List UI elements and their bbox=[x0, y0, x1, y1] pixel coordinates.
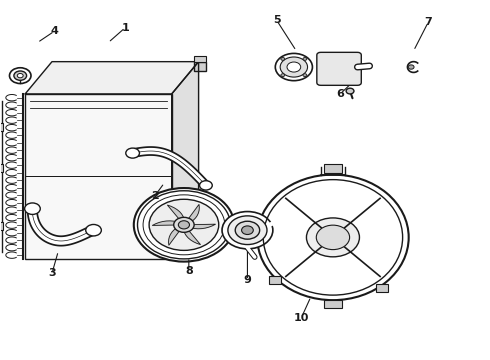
Polygon shape bbox=[25, 62, 198, 94]
Polygon shape bbox=[172, 62, 198, 259]
Circle shape bbox=[222, 212, 273, 249]
Circle shape bbox=[242, 226, 253, 234]
Circle shape bbox=[287, 62, 301, 72]
Circle shape bbox=[346, 88, 354, 94]
Circle shape bbox=[280, 57, 308, 77]
Polygon shape bbox=[152, 221, 177, 225]
Bar bbox=[25, 94, 172, 259]
Circle shape bbox=[126, 148, 140, 158]
Polygon shape bbox=[169, 228, 179, 245]
Bar bbox=[0, 164, 3, 172]
Text: 5: 5 bbox=[273, 15, 281, 26]
Text: 2: 2 bbox=[151, 191, 158, 201]
Circle shape bbox=[149, 199, 219, 250]
Circle shape bbox=[316, 225, 349, 249]
Circle shape bbox=[9, 68, 31, 84]
Bar bbox=[0, 123, 3, 131]
Bar bbox=[269, 276, 281, 284]
Text: 6: 6 bbox=[336, 89, 344, 99]
Circle shape bbox=[303, 58, 307, 60]
Circle shape bbox=[408, 65, 414, 69]
Circle shape bbox=[199, 181, 212, 190]
Circle shape bbox=[178, 221, 190, 229]
Text: 8: 8 bbox=[185, 266, 193, 276]
Text: 9: 9 bbox=[244, 275, 251, 285]
Text: 1: 1 bbox=[122, 23, 129, 33]
Circle shape bbox=[174, 217, 194, 232]
Circle shape bbox=[281, 58, 285, 60]
Bar bbox=[324, 300, 342, 308]
Text: 7: 7 bbox=[424, 17, 432, 27]
Text: 10: 10 bbox=[294, 313, 309, 323]
Circle shape bbox=[303, 74, 307, 77]
Ellipse shape bbox=[257, 175, 409, 300]
Circle shape bbox=[14, 71, 26, 80]
Circle shape bbox=[281, 74, 285, 77]
Bar bbox=[194, 56, 206, 62]
Text: 3: 3 bbox=[48, 268, 56, 278]
FancyBboxPatch shape bbox=[317, 52, 361, 85]
Circle shape bbox=[24, 203, 40, 215]
Bar bbox=[375, 284, 388, 292]
Circle shape bbox=[306, 218, 360, 257]
Polygon shape bbox=[168, 205, 184, 219]
Polygon shape bbox=[191, 224, 216, 229]
Polygon shape bbox=[184, 230, 200, 244]
Bar bbox=[324, 164, 342, 173]
Circle shape bbox=[86, 225, 101, 236]
Text: 4: 4 bbox=[50, 26, 58, 36]
Bar bbox=[0, 222, 3, 230]
Circle shape bbox=[17, 73, 23, 78]
Circle shape bbox=[228, 216, 267, 244]
Polygon shape bbox=[188, 204, 199, 222]
Circle shape bbox=[235, 221, 260, 239]
Circle shape bbox=[275, 53, 313, 81]
Circle shape bbox=[134, 188, 234, 262]
Bar bbox=[194, 62, 206, 71]
